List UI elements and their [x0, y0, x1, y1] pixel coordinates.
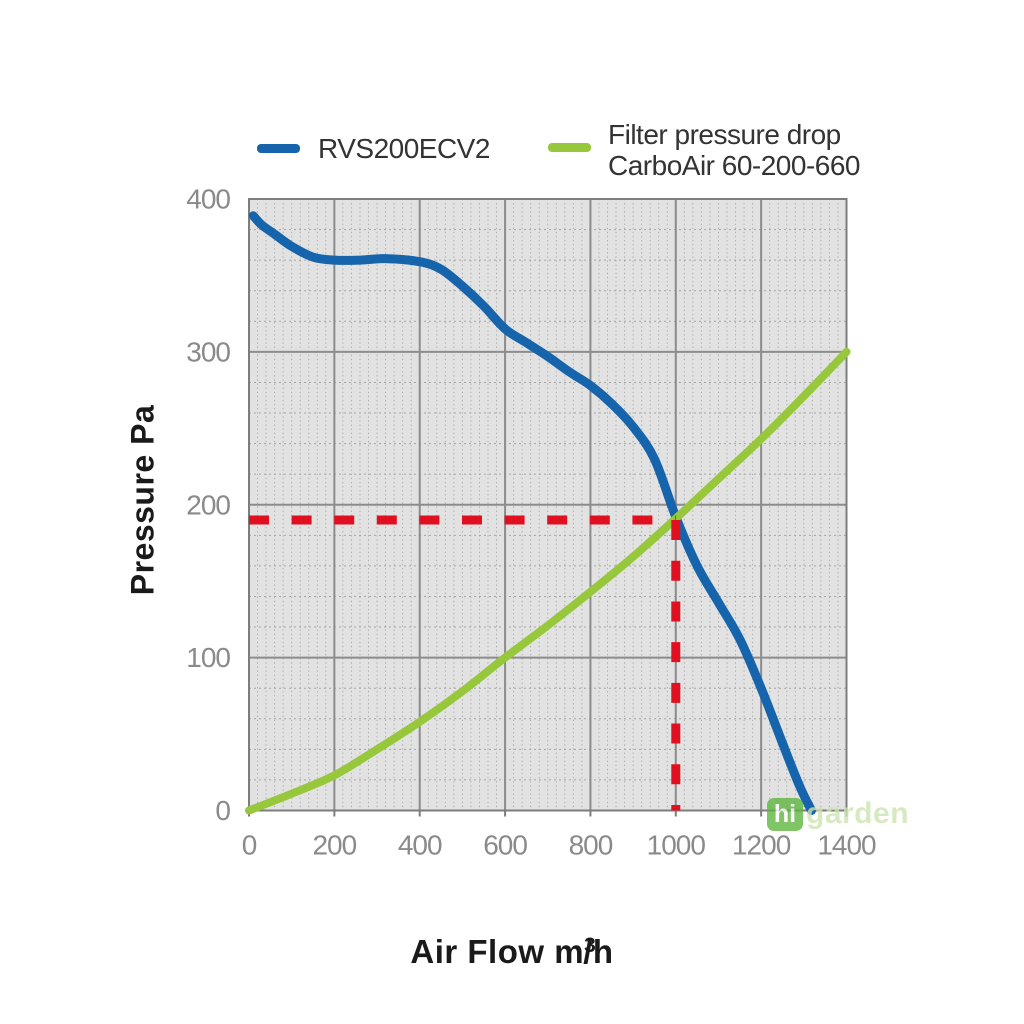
x-tick-label: 200	[312, 830, 356, 861]
x-tick-label: 400	[398, 830, 442, 861]
x-axis-title: Air Flow m3/h	[0, 933, 1024, 971]
x-tick-label: 0	[242, 830, 257, 861]
x-tick-label: 1400	[817, 830, 876, 861]
legend-label-rvs200ecv2: RVS200ECV2	[318, 133, 490, 164]
y-tick-label: 100	[186, 642, 230, 673]
rvs200ecv2-line-swatch	[257, 144, 300, 153]
x-axis-title-prefix: Air Flow m	[410, 933, 585, 970]
legend-label-filter-line2: CarboAir 60-200-660	[608, 150, 861, 181]
legend-label-filter-line1: Filter pressure drop	[608, 119, 841, 150]
x-tick-label: 800	[569, 830, 613, 861]
series-line-rvs200ecv2	[248, 211, 816, 815]
y-tick-label: 200	[186, 489, 230, 520]
y-tick-label: 0	[215, 795, 230, 826]
y-tick-label: 300	[186, 336, 230, 367]
legend-label-filter: Filter pressure drop CarboAir 60-200-660	[608, 119, 861, 181]
x-tick-label: 1000	[647, 830, 706, 861]
series-line-filter	[245, 347, 851, 815]
x-axis-title-superscript: 3	[584, 934, 597, 957]
x-axis-title-suffix: /h	[583, 933, 614, 970]
filter-line-swatch	[548, 143, 591, 152]
plot-border	[248, 198, 848, 812]
legend-item-filter-pressure-drop: Filter pressure drop CarboAir 60-200-660	[548, 119, 861, 181]
y-tick-label: 400	[186, 184, 230, 215]
legend-item-rvs200ecv2: RVS200ECV2	[257, 133, 490, 164]
x-tick-label: 600	[483, 830, 527, 861]
x-tick-label: 1200	[732, 830, 791, 861]
y-axis-title: Pressure Pa	[124, 404, 161, 596]
